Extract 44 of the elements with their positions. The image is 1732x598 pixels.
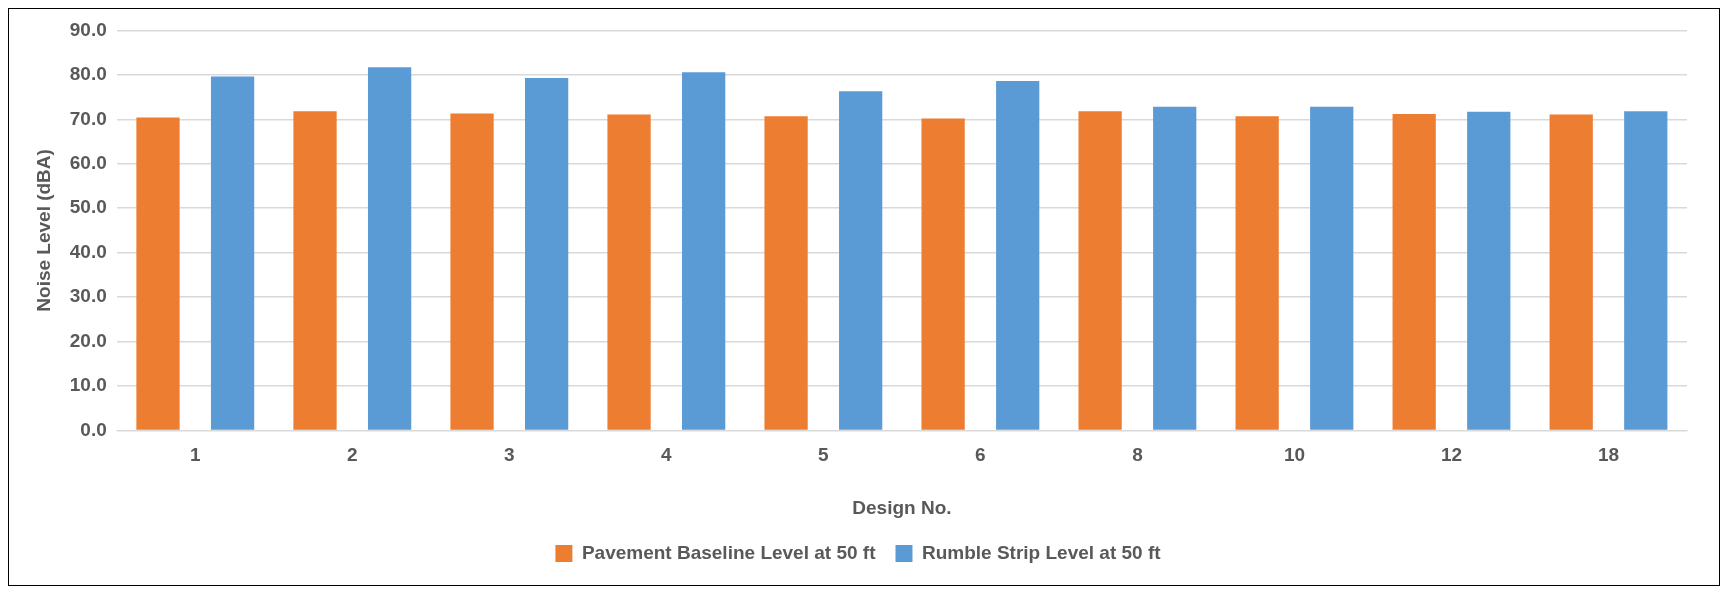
bar [1153,106,1197,430]
x-tick-label: 1 [190,444,201,466]
y-tick-label: 90.0 [69,18,107,40]
x-tick-label: 8 [1132,444,1143,466]
bar [525,77,569,430]
y-tick-label: 10.0 [69,374,107,396]
bar [1467,111,1511,430]
y-tick-label: 80.0 [69,63,107,85]
bar [1549,114,1593,430]
legend-label: Pavement Baseline Level at 50 ft [581,541,877,563]
legend-label: Rumble Strip Level at 50 ft [921,541,1162,563]
bar [1310,106,1354,430]
y-tick-label: 40.0 [69,240,107,262]
y-tick-label: 20.0 [69,329,107,351]
x-tick-label: 18 [1597,444,1620,466]
x-axis-title: Design No. [852,496,952,518]
x-tick-label: 4 [661,444,673,466]
bar [1392,113,1436,430]
bar [210,76,255,430]
y-tick-label: 50.0 [69,196,107,218]
bar [764,116,808,430]
y-tick-label: 0.0 [80,418,107,440]
x-tick-label: 6 [975,444,986,466]
bar [996,81,1040,430]
bar [921,118,965,430]
bar [293,111,337,430]
x-tick-label: 5 [818,444,830,466]
bar [136,117,180,430]
bar [1624,111,1668,430]
bar [1078,111,1122,430]
bar [1235,116,1279,430]
x-tick-label: 12 [1440,444,1463,466]
bar [367,67,412,430]
x-tick-label: 10 [1283,444,1306,466]
bar [682,72,726,430]
bar [839,91,883,430]
y-tick-label: 70.0 [69,107,107,129]
y-tick-label: 60.0 [69,151,107,173]
y-tick-label: 30.0 [69,285,107,307]
bar [607,114,651,430]
bar [450,113,494,430]
y-axis-title: Noise Level (dBA) [32,149,54,312]
x-tick-label: 2 [347,444,358,466]
x-tick-label: 3 [504,444,515,466]
